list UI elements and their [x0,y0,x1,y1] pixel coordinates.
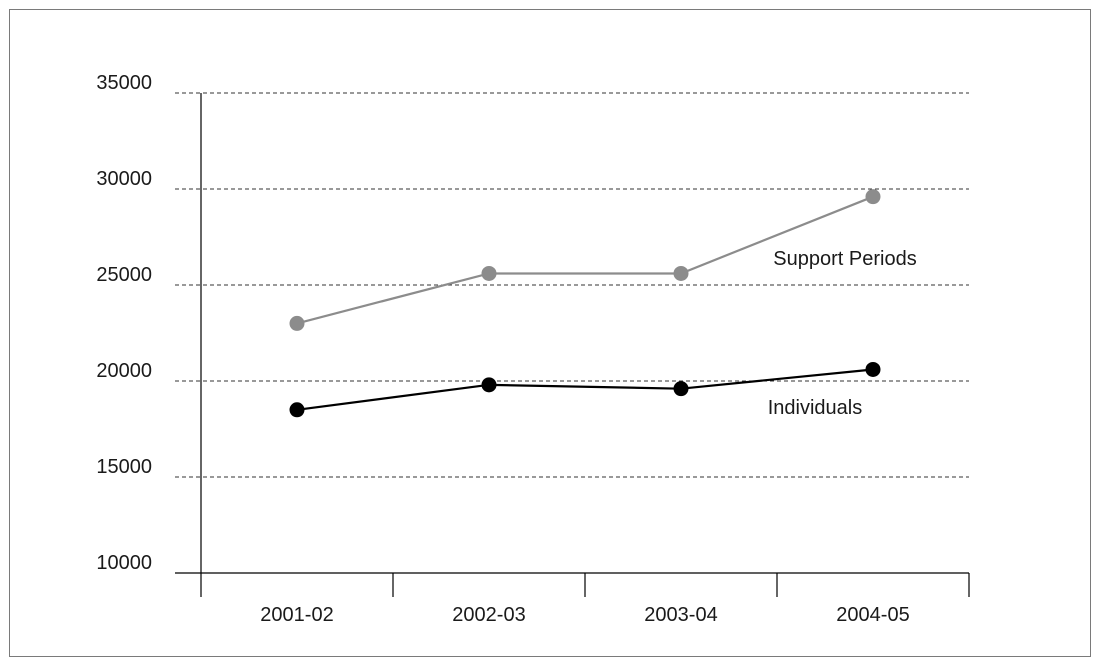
x-tick-label: 2002-03 [452,604,525,626]
y-tick-label: 35000 [96,72,152,94]
data-point [865,361,881,377]
x-tick-label: 2001-02 [260,604,333,626]
series-label: Support Periods [773,248,916,270]
series-line [296,368,874,411]
series-label: Individuals [768,397,863,419]
y-tick-label: 15000 [96,456,152,478]
data-point [673,381,689,397]
chart-frame [9,9,1091,657]
y-tick-label: 25000 [96,264,152,286]
data-point [673,265,689,281]
data-point [481,377,497,393]
x-tick-label: 2003-04 [644,604,717,626]
y-tick-label: 20000 [96,360,152,382]
series-line [296,195,874,325]
data-point [289,315,305,331]
y-tick-label: 10000 [96,552,152,574]
data-point [289,402,305,418]
data-point [865,189,881,205]
y-tick-label: 30000 [96,168,152,190]
x-tick-label: 2004-05 [836,604,909,626]
data-point [481,265,497,281]
